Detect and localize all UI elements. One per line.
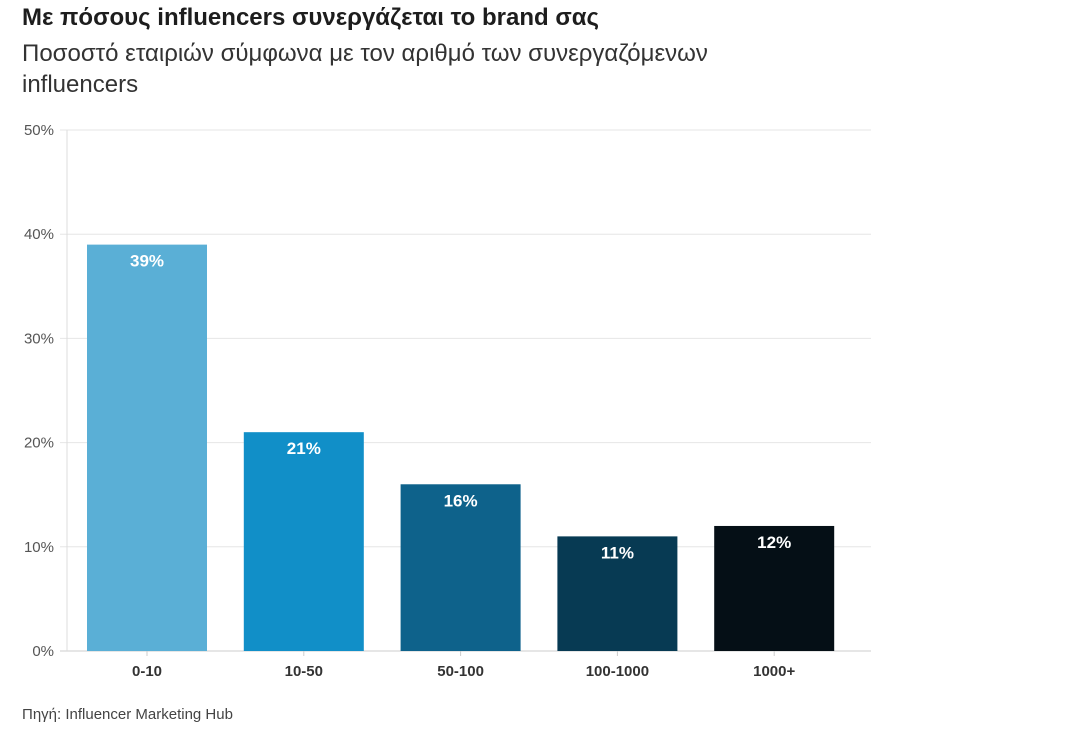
bar-100-1000 <box>557 536 678 651</box>
data-label: 39% <box>130 252 164 271</box>
bar-1000+ <box>714 525 835 651</box>
x-tick-label: 0-10 <box>132 663 162 680</box>
bar-chart: 0% 10% 20% 30% 40% 50% 39% 21% 16% 11% 12% 0-10 10… <box>24 122 871 680</box>
bar-0-10 <box>87 244 207 651</box>
data-label: 11% <box>601 543 634 562</box>
y-tick-label: 0% <box>32 643 54 660</box>
y-tick-label: 40% <box>24 226 54 243</box>
chart-title: Με πόσους influencers συνεργάζεται το br… <box>22 4 599 31</box>
bar-50-100 <box>400 484 521 651</box>
bars <box>87 244 835 651</box>
y-tick-label: 50% <box>24 122 54 139</box>
x-tick-label: 50-100 <box>437 663 484 680</box>
x-tick-label: 10-50 <box>285 663 323 680</box>
chart-subtitle: Ποσοστό εταιριών σύμφωνα με τον αριθμό τ… <box>22 40 708 98</box>
data-label: 12% <box>757 533 791 552</box>
x-tick-label: 100-1000 <box>586 663 649 680</box>
bar-10-50 <box>243 432 364 651</box>
y-tick-label: 10% <box>24 539 54 556</box>
source-note: Πηγή: Influencer Marketing Hub <box>22 706 233 723</box>
y-tick-label: 30% <box>24 330 54 347</box>
data-label: 16% <box>444 491 478 510</box>
y-axis: 0% 10% 20% 30% 40% 50% <box>24 122 68 660</box>
x-axis: 0-10 10-50 50-100 100-1000 1000+ <box>132 651 795 680</box>
x-tick-label: 1000+ <box>753 663 795 680</box>
data-label: 21% <box>287 439 321 458</box>
y-tick-label: 20% <box>24 435 54 452</box>
data-labels: 39% 21% 16% 11% 12% <box>130 252 791 563</box>
